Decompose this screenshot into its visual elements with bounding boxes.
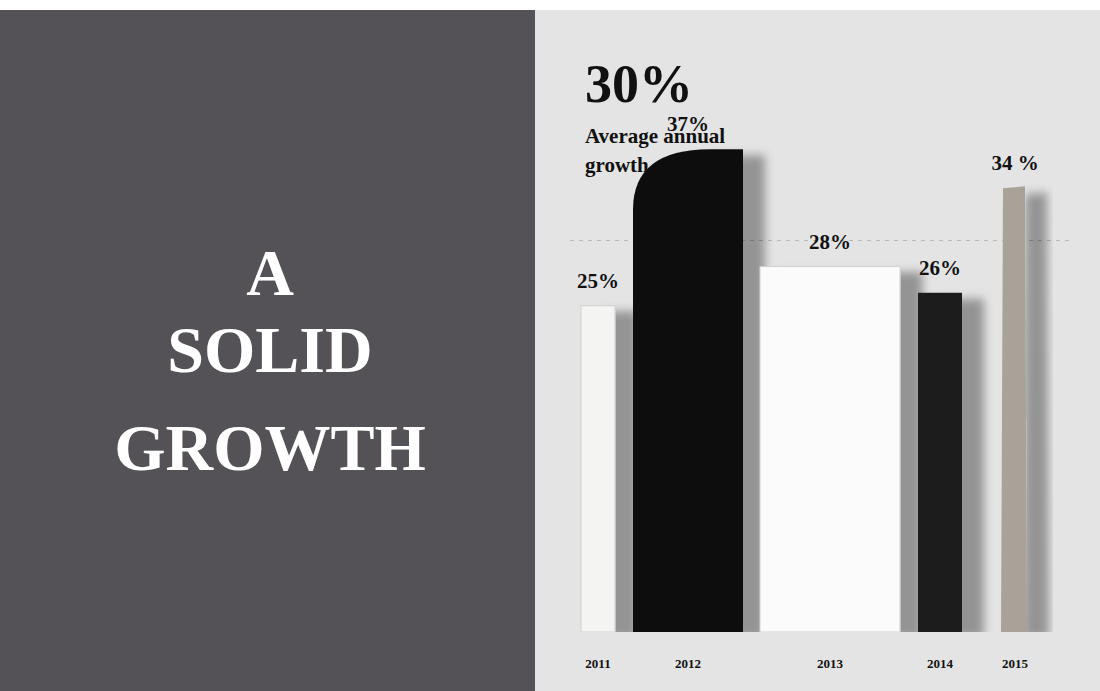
right-panel xyxy=(535,10,1100,691)
x-tick-label: 2011 xyxy=(585,656,610,671)
bar xyxy=(1001,186,1027,632)
bar xyxy=(581,306,615,632)
data-label: 26% xyxy=(919,256,961,280)
left-panel xyxy=(0,10,535,691)
bar xyxy=(918,293,962,632)
annotation-text: growth xyxy=(585,153,649,177)
data-label: 28% xyxy=(809,230,851,254)
x-tick-label: 2013 xyxy=(817,656,844,671)
title: GROWTH xyxy=(114,411,426,484)
title: SOLID xyxy=(167,313,372,386)
chart: ASOLIDGROWTH30%Average annualgrowth25%20… xyxy=(0,0,1100,691)
bar xyxy=(633,149,743,632)
annotation-value: 30% xyxy=(585,54,693,114)
plot-area xyxy=(570,149,1070,632)
x-tick-label: 2015 xyxy=(1002,656,1029,671)
data-label: 37% xyxy=(667,112,709,136)
data-label: 25% xyxy=(577,269,619,293)
page-bg xyxy=(0,0,1100,691)
x-tick-label: 2012 xyxy=(675,656,701,671)
data-label: 34 % xyxy=(991,151,1038,175)
title: A xyxy=(246,236,294,309)
bar xyxy=(760,267,900,632)
root: ASOLIDGROWTH30%Average annualgrowth25%20… xyxy=(0,0,1100,691)
x-tick-label: 2014 xyxy=(927,656,954,671)
